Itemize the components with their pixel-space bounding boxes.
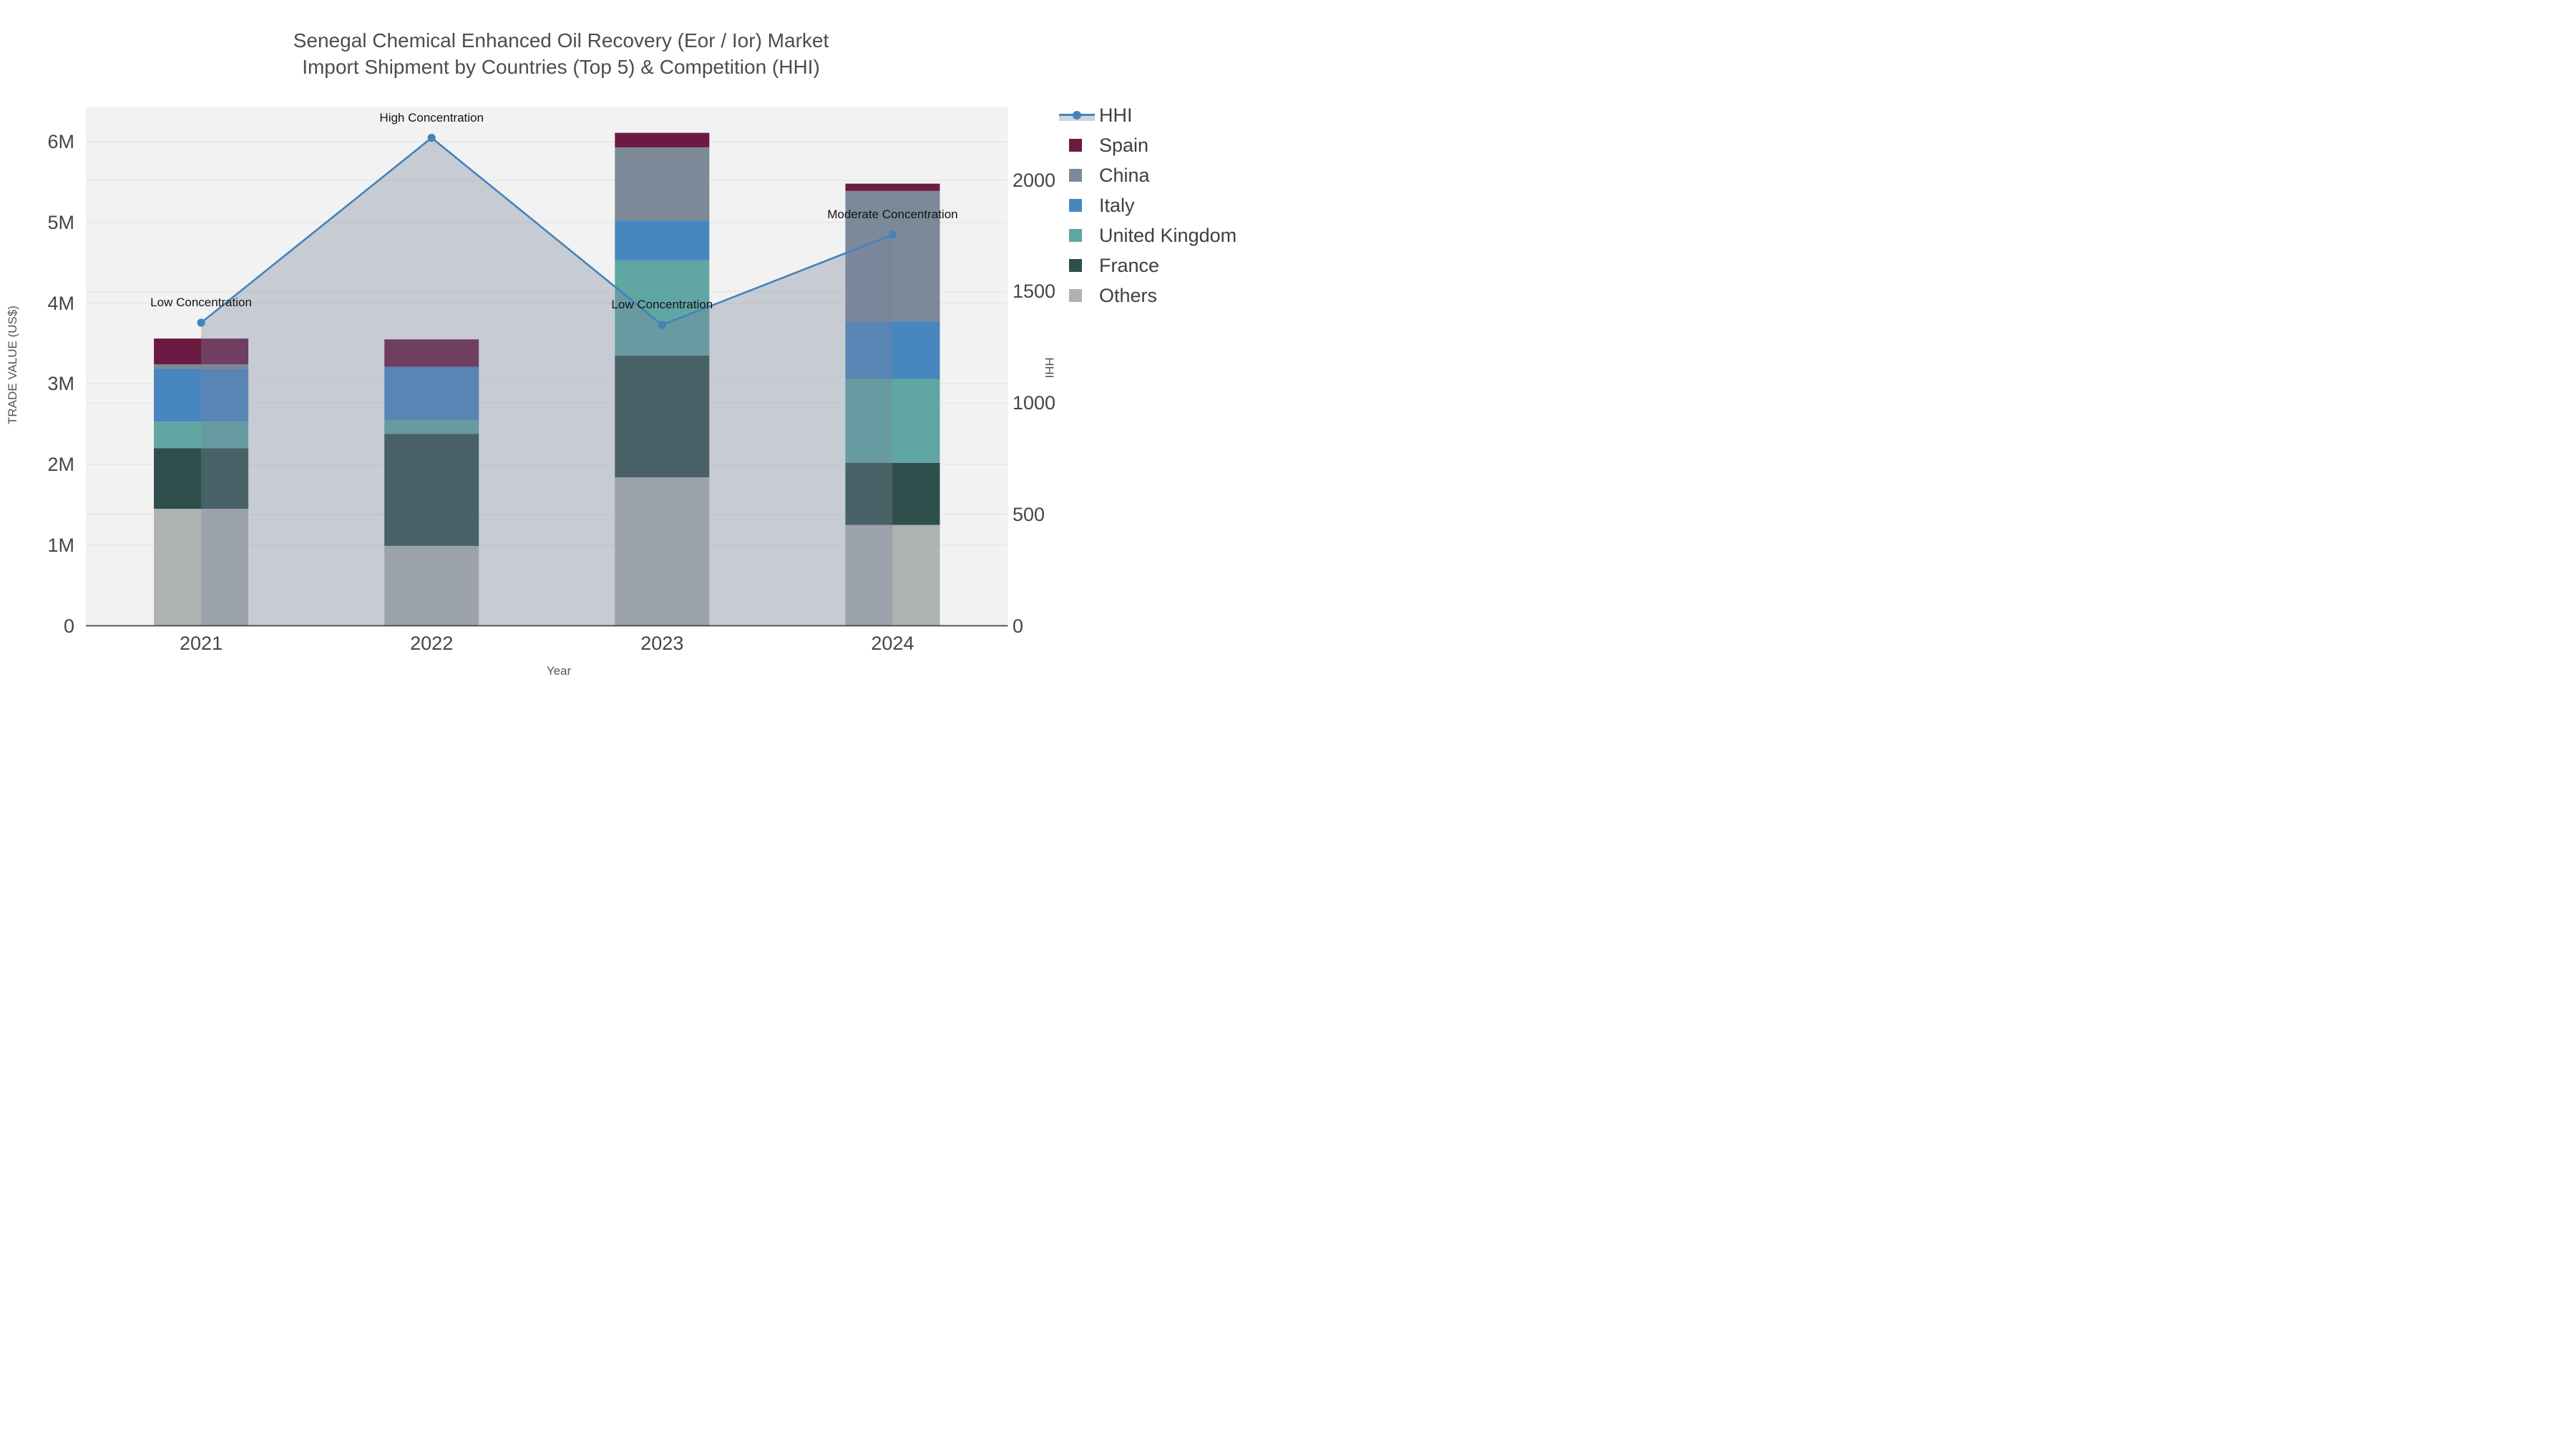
x-axis-title: Year [546,664,572,678]
x-tick-label-2023: 2023 [640,633,684,654]
legend-item-italy[interactable]: Italy [1059,190,1236,220]
annotation-2022: High Concentration [379,110,484,125]
annotation-2024: Moderate Concentration [827,208,958,222]
bar-segment-france [615,355,710,478]
hhi-area-fill [201,137,893,626]
annotation-2023: Low Concentration [611,298,713,312]
y-left-tick-label: 0 [63,615,74,637]
x-tick-label-2022: 2022 [410,633,454,654]
y-left-tick-label: 1M [47,534,74,556]
bar-segment-italy [384,366,479,421]
bar-segment-china [154,364,249,369]
legend-label: Spain [1099,134,1149,156]
bar-segment-china [615,147,710,221]
bar-segment-spain [845,183,940,191]
y-left-tick-label: 6M [47,131,74,153]
bar-segment-spain [154,338,249,365]
legend-swatch-icon [1069,259,1082,272]
y-right-tick-label: 1000 [1013,392,1056,414]
y-right-tick-label: 2000 [1013,169,1056,191]
legend-swatch-icon [1069,199,1082,212]
legend-label: France [1099,254,1160,276]
annotation-2021: Low Concentration [150,296,252,310]
bar-segment-france [384,434,479,546]
legend-item-hhi[interactable]: HHI [1059,100,1236,130]
legend-label: China [1099,164,1150,186]
legend-label: HHI [1099,104,1133,126]
chart-title-line2: Import Shipment by Countries (Top 5) & C… [302,56,820,78]
bar-segment-united-kingdom [845,379,940,463]
chart-title-line1: Senegal Chemical Enhanced Oil Recovery (… [293,29,829,52]
bar-segment-italy [615,220,710,260]
y-right-tick-label: 1500 [1013,280,1056,303]
bar-segment-others [154,509,249,626]
legend-item-france[interactable]: France [1059,250,1236,280]
chart-figure: Senegal Chemical Enhanced Oil Recovery (… [0,0,1288,724]
bar-segment-italy [154,369,249,422]
x-tick-label-2021: 2021 [180,633,223,654]
bar-segment-others [845,525,940,626]
legend: HHI Spain China Italy United Kingdom France Ot… [1059,100,1236,311]
bar-segment-italy [845,321,940,379]
legend-item-others[interactable]: Others [1059,280,1236,311]
hhi-marker [658,321,666,329]
legend-label: Italy [1099,194,1135,216]
bar-segment-united-kingdom [384,420,479,434]
bar-segment-spain [384,339,479,367]
legend-swatch-icon [1069,169,1082,182]
y-right-tick-label: 0 [1013,615,1024,637]
y-axis-left-title: TRADE VALUE (US$) [6,306,19,424]
plot-area [86,107,1008,627]
bar-segment-france [845,462,940,525]
y-left-tick-label: 2M [47,454,74,475]
legend-swatch-icon [1069,139,1082,152]
y-left-tick-label: 3M [47,373,74,395]
legend-swatch-icon [1069,229,1082,242]
bar-segment-others [615,477,710,626]
hhi-line [200,136,893,326]
hhi-marker [197,318,205,327]
y-left-tick-label: 5M [47,211,74,233]
bar-segment-united-kingdom [615,260,710,356]
legend-label: United Kingdom [1099,224,1237,246]
hhi-line-sample-icon [1059,109,1095,122]
hhi-marker [888,230,897,239]
legend-item-china[interactable]: China [1059,160,1236,190]
bar-segment-france [154,448,249,509]
legend-item-spain[interactable]: Spain [1059,130,1236,160]
hhi-marker [427,133,436,142]
hhi-sample-dot [1073,110,1081,119]
bar-segment-spain [615,132,710,147]
y-left-tick-label: 4M [47,292,74,314]
bar-segment-china [845,190,940,322]
y-axis-right-title: HHI [1043,357,1056,379]
bar-segment-others [384,545,479,626]
bar-segment-united-kingdom [154,421,249,449]
legend-label: Others [1099,284,1158,306]
legend-swatch-icon [1069,289,1082,302]
y-right-tick-label: 500 [1013,503,1045,525]
x-tick-label-2024: 2024 [871,633,914,654]
legend-item-united-kingdom[interactable]: United Kingdom [1059,220,1236,250]
